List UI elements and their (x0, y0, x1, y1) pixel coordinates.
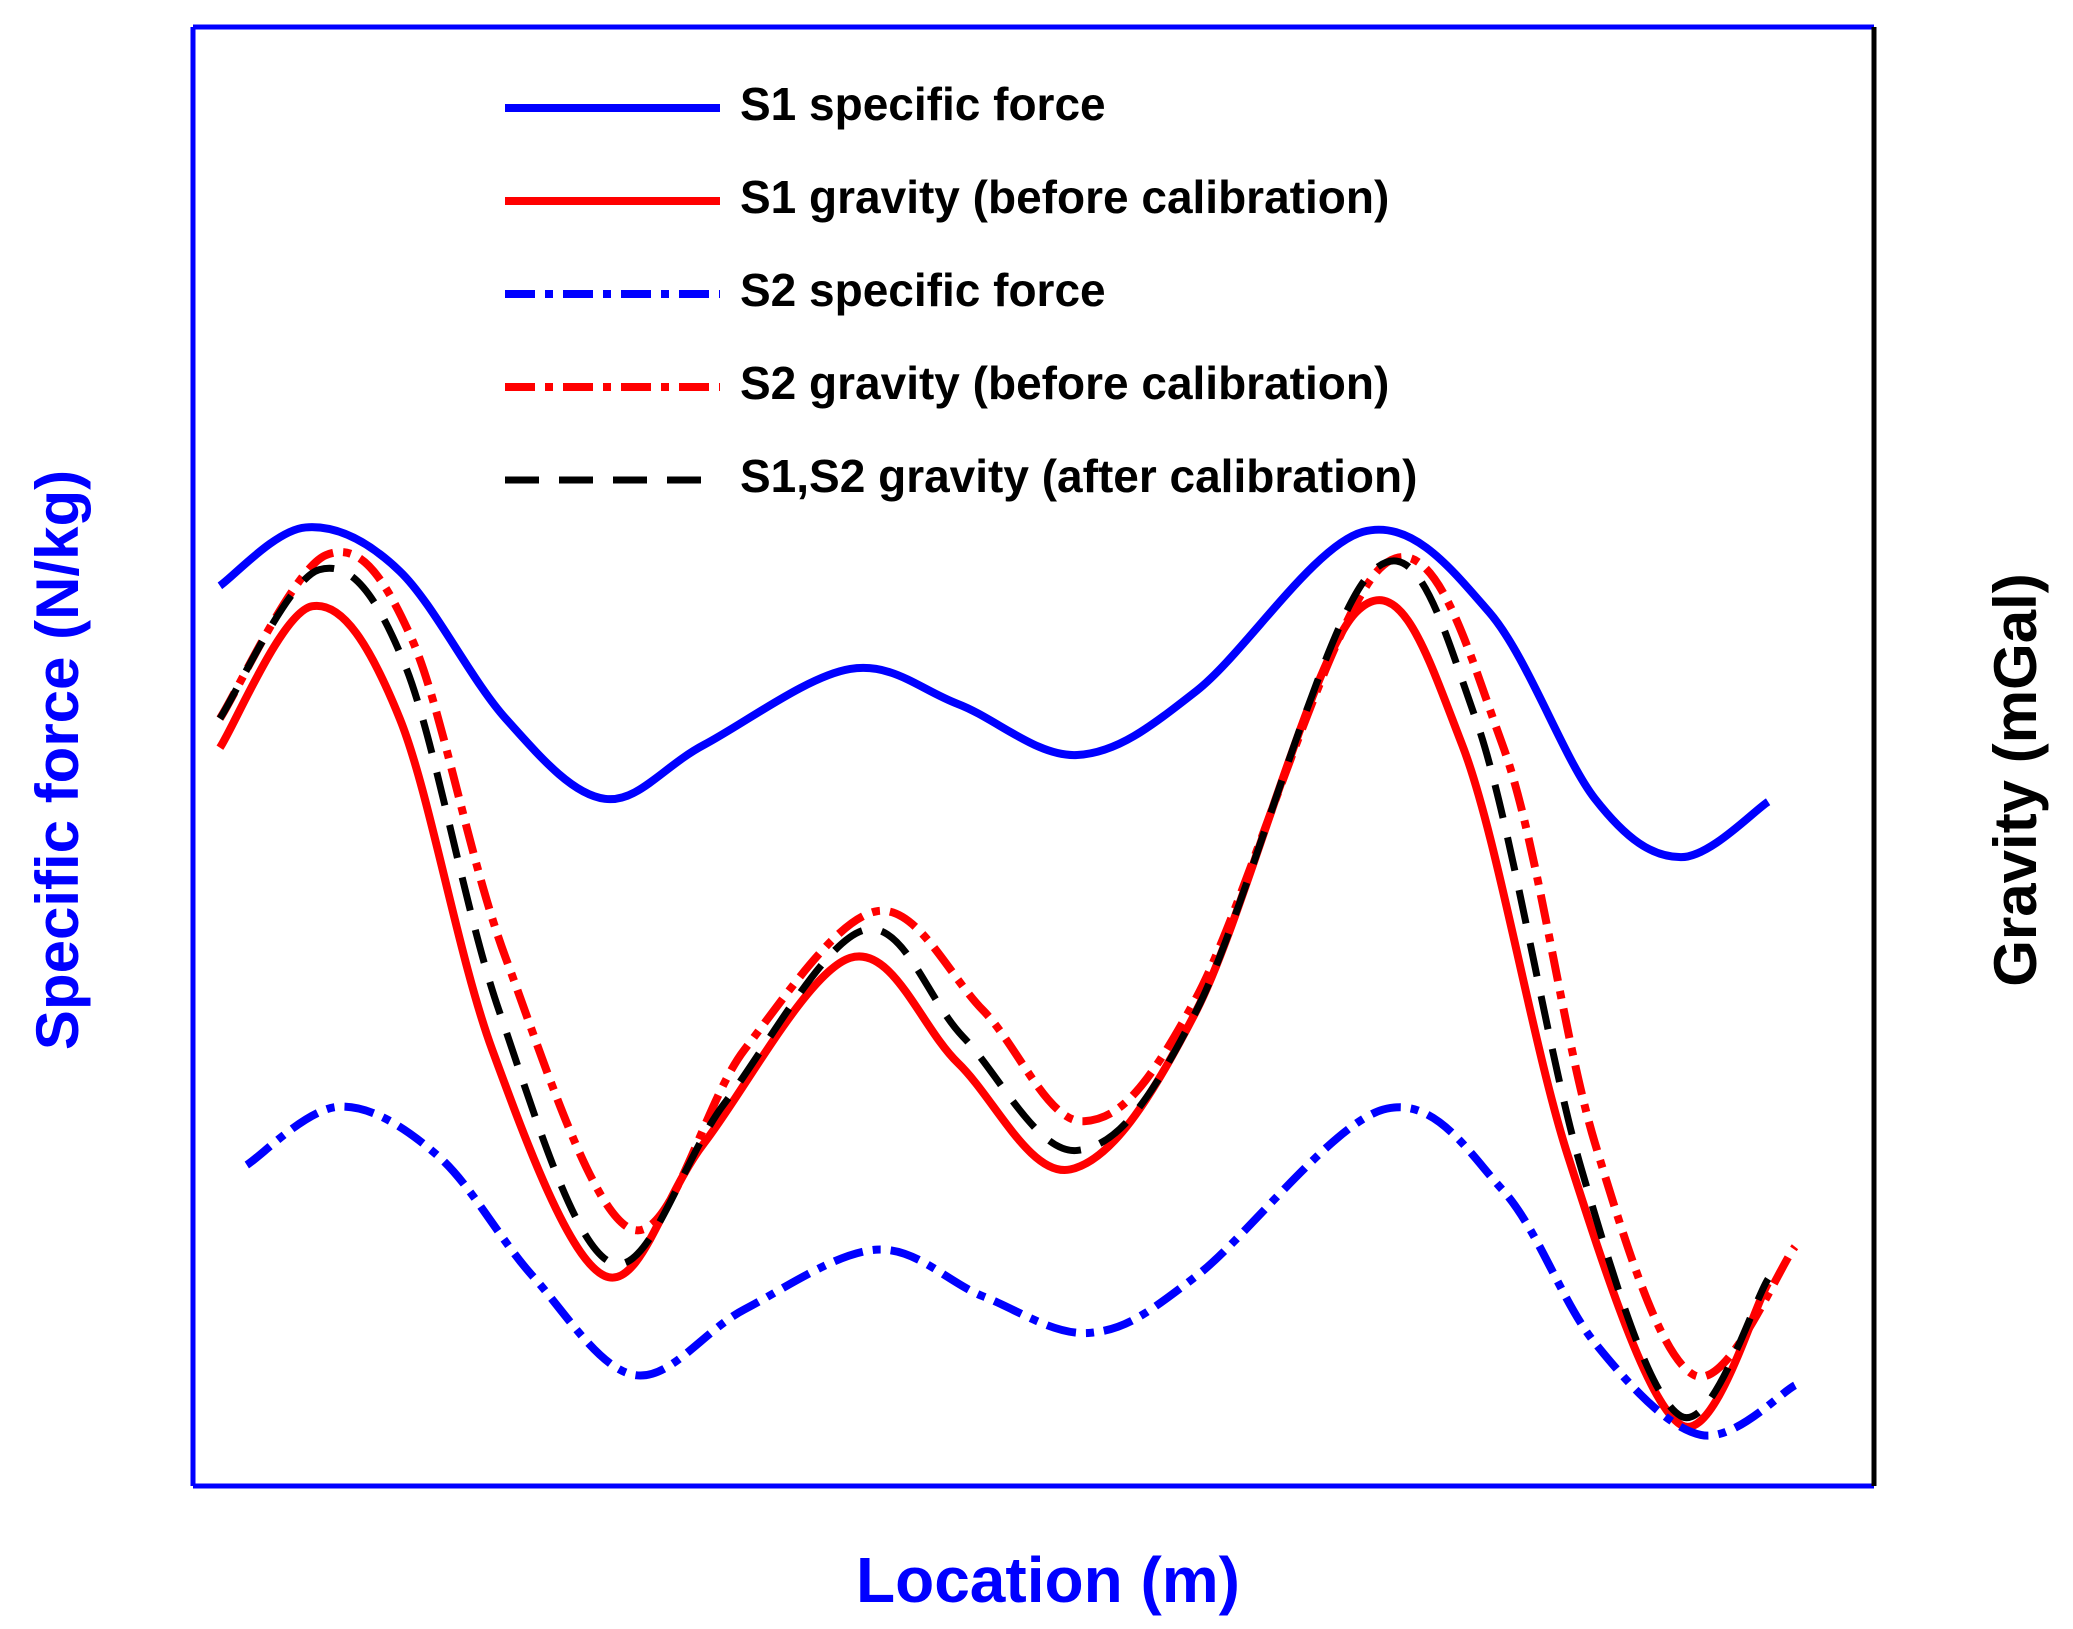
legend-label: S2 gravity (before calibration) (740, 357, 1389, 409)
series-line (216, 548, 1799, 1381)
series-line (216, 596, 1772, 1431)
y2-axis-label: Gravity (mGal) (1982, 573, 2049, 986)
legend-label: S1,S2 gravity (after calibration) (740, 450, 1417, 502)
x-axis-label: Location (m) (856, 1544, 1240, 1616)
series-line (244, 1102, 1798, 1440)
series-line (217, 523, 1771, 862)
y-axis-label: Specific force (N/kg) (24, 470, 91, 1050)
legend-label: S2 specific force (740, 264, 1106, 316)
legend-label: S1 gravity (before calibration) (740, 171, 1389, 223)
legend-label: S1 specific force (740, 78, 1106, 130)
